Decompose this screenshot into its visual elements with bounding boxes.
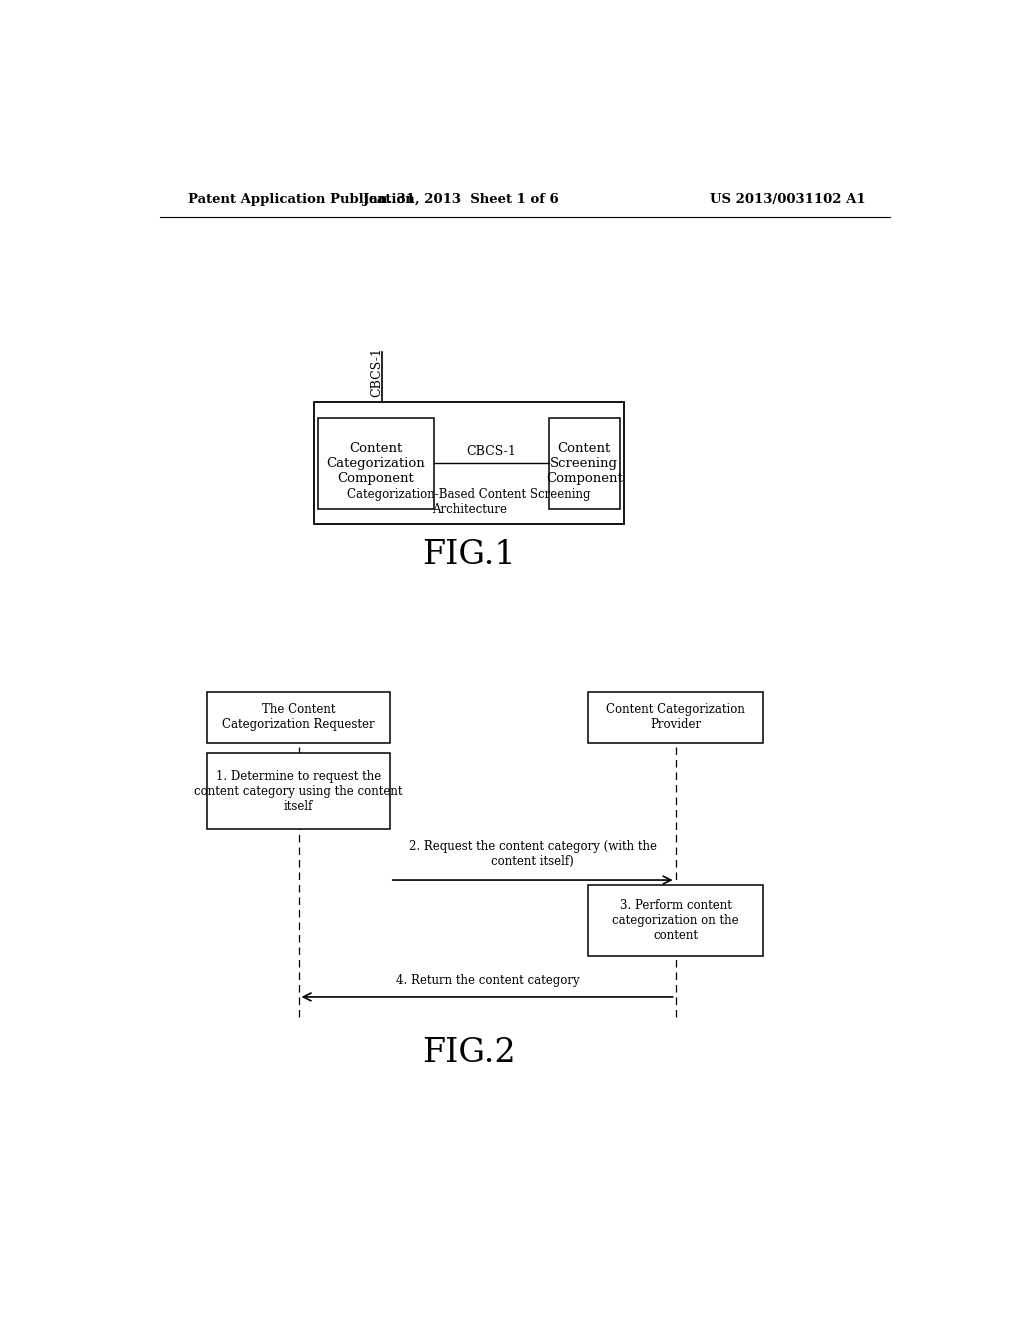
Text: 2. Request the content category (with the
content itself): 2. Request the content category (with th… <box>409 840 656 867</box>
Text: CBCS-1: CBCS-1 <box>467 445 516 458</box>
Bar <box>549 417 621 510</box>
Text: FIG.1: FIG.1 <box>423 539 516 570</box>
Bar <box>314 403 624 524</box>
Text: Categorization-Based Content Screening
Architecture: Categorization-Based Content Screening A… <box>347 488 591 516</box>
Bar <box>318 417 433 510</box>
Text: The Content
Categorization Requester: The Content Categorization Requester <box>222 704 375 731</box>
Text: 1. Determine to request the
content category using the content
itself: 1. Determine to request the content cate… <box>195 770 402 813</box>
Text: 3. Perform content
categorization on the
content: 3. Perform content categorization on the… <box>612 899 739 942</box>
Text: Content
Screening
Component: Content Screening Component <box>546 442 623 484</box>
Text: CBCS-1: CBCS-1 <box>370 347 383 397</box>
Text: Patent Application Publication: Patent Application Publication <box>187 193 415 206</box>
Text: Content
Categorization
Component: Content Categorization Component <box>327 442 425 484</box>
Text: FIG.2: FIG.2 <box>423 1036 516 1069</box>
Text: US 2013/0031102 A1: US 2013/0031102 A1 <box>711 193 866 206</box>
Bar <box>588 886 763 956</box>
Text: 4. Return the content category: 4. Return the content category <box>395 974 580 987</box>
Bar <box>588 692 763 743</box>
Text: Content Categorization
Provider: Content Categorization Provider <box>606 704 745 731</box>
Text: Jan. 31, 2013  Sheet 1 of 6: Jan. 31, 2013 Sheet 1 of 6 <box>364 193 559 206</box>
Bar <box>207 692 390 743</box>
Bar <box>207 752 390 829</box>
